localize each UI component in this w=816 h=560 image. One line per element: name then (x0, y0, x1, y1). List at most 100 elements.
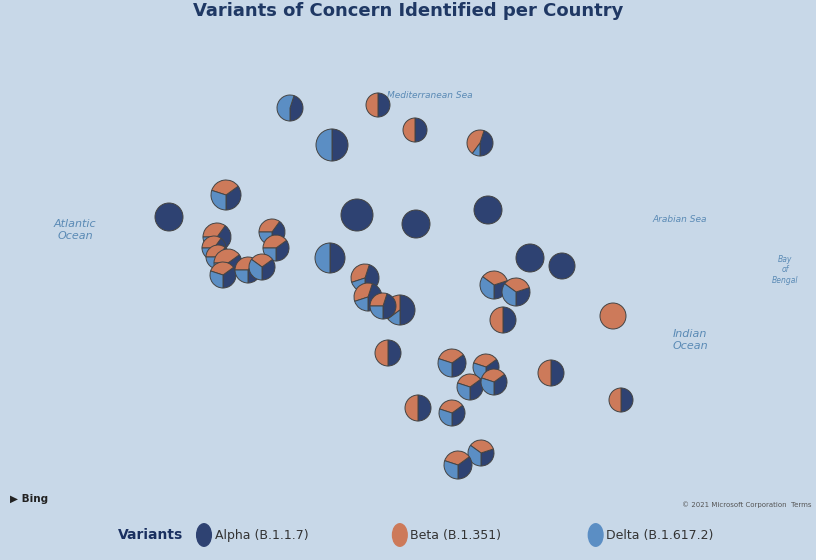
Wedge shape (375, 340, 388, 366)
Wedge shape (206, 257, 218, 269)
Wedge shape (354, 283, 372, 301)
Text: Mediterranean Sea: Mediterranean Sea (387, 91, 472, 100)
Wedge shape (486, 360, 499, 380)
Wedge shape (385, 295, 400, 319)
Wedge shape (206, 245, 225, 257)
Wedge shape (262, 259, 275, 280)
Wedge shape (403, 118, 415, 142)
Wedge shape (444, 461, 458, 479)
Ellipse shape (197, 524, 211, 546)
Wedge shape (218, 248, 230, 269)
Wedge shape (370, 293, 387, 306)
Wedge shape (351, 264, 370, 282)
Wedge shape (352, 278, 365, 292)
Text: Beta (B.1.351): Beta (B.1.351) (410, 529, 502, 542)
Text: © 2021 Microsoft Corporation  Terms: © 2021 Microsoft Corporation Terms (682, 502, 812, 508)
Wedge shape (445, 451, 469, 465)
Wedge shape (494, 281, 508, 299)
Wedge shape (330, 243, 345, 273)
Wedge shape (481, 449, 494, 466)
Wedge shape (405, 395, 418, 421)
Wedge shape (473, 363, 486, 380)
Wedge shape (609, 388, 621, 412)
Wedge shape (503, 307, 516, 333)
Wedge shape (315, 243, 330, 273)
Wedge shape (388, 340, 401, 366)
Wedge shape (378, 93, 390, 117)
Wedge shape (226, 186, 241, 210)
Text: Variants: Variants (118, 528, 184, 542)
Wedge shape (272, 222, 285, 245)
Wedge shape (217, 226, 231, 251)
Wedge shape (480, 130, 493, 156)
Wedge shape (203, 237, 217, 251)
Wedge shape (366, 93, 378, 117)
Text: Indian
Ocean: Indian Ocean (672, 329, 707, 351)
Wedge shape (438, 358, 452, 377)
Wedge shape (415, 118, 427, 142)
Wedge shape (223, 267, 236, 288)
Wedge shape (276, 240, 289, 261)
Text: Arabian Sea: Arabian Sea (653, 216, 707, 225)
Wedge shape (474, 196, 502, 224)
Wedge shape (259, 219, 280, 232)
Wedge shape (502, 284, 516, 306)
Ellipse shape (588, 524, 603, 546)
Wedge shape (538, 360, 551, 386)
Wedge shape (418, 395, 431, 421)
Wedge shape (235, 257, 255, 270)
Wedge shape (263, 235, 286, 248)
Wedge shape (235, 270, 248, 283)
Text: Atlantic
Ocean: Atlantic Ocean (54, 219, 96, 241)
Wedge shape (211, 190, 226, 210)
Wedge shape (370, 306, 383, 319)
Wedge shape (211, 262, 233, 275)
Wedge shape (452, 405, 465, 426)
Wedge shape (202, 236, 221, 248)
Wedge shape (621, 388, 633, 412)
Wedge shape (600, 303, 626, 329)
Wedge shape (457, 383, 470, 400)
Wedge shape (290, 96, 303, 121)
Wedge shape (549, 253, 575, 279)
Wedge shape (468, 445, 481, 466)
Wedge shape (551, 360, 564, 386)
Wedge shape (263, 248, 276, 261)
Wedge shape (355, 297, 368, 311)
Wedge shape (458, 457, 472, 479)
Wedge shape (467, 130, 484, 153)
Wedge shape (214, 263, 228, 277)
Wedge shape (368, 284, 382, 311)
Wedge shape (202, 248, 214, 260)
Wedge shape (470, 379, 483, 400)
Wedge shape (210, 271, 223, 288)
Wedge shape (388, 310, 400, 325)
Wedge shape (316, 129, 332, 161)
Wedge shape (214, 249, 239, 263)
Wedge shape (516, 288, 530, 306)
Wedge shape (203, 223, 225, 237)
Wedge shape (472, 143, 480, 156)
Wedge shape (211, 180, 238, 195)
Wedge shape (440, 400, 463, 413)
Text: ▶ Bing: ▶ Bing (10, 494, 48, 505)
Wedge shape (481, 378, 494, 395)
Wedge shape (439, 349, 463, 363)
Wedge shape (402, 210, 430, 238)
Wedge shape (483, 271, 508, 285)
Wedge shape (341, 199, 373, 231)
Wedge shape (504, 278, 530, 292)
Wedge shape (494, 374, 507, 395)
Wedge shape (400, 295, 415, 325)
Wedge shape (214, 239, 226, 260)
Wedge shape (473, 354, 496, 367)
Text: Delta (B.1.617.2): Delta (B.1.617.2) (606, 529, 714, 542)
Wedge shape (332, 129, 348, 161)
Wedge shape (259, 232, 272, 245)
Wedge shape (228, 255, 242, 277)
Wedge shape (249, 259, 262, 280)
Wedge shape (490, 307, 503, 333)
Text: Alpha (B.1.1.7): Alpha (B.1.1.7) (215, 529, 308, 542)
Wedge shape (277, 95, 294, 121)
Wedge shape (383, 293, 396, 319)
